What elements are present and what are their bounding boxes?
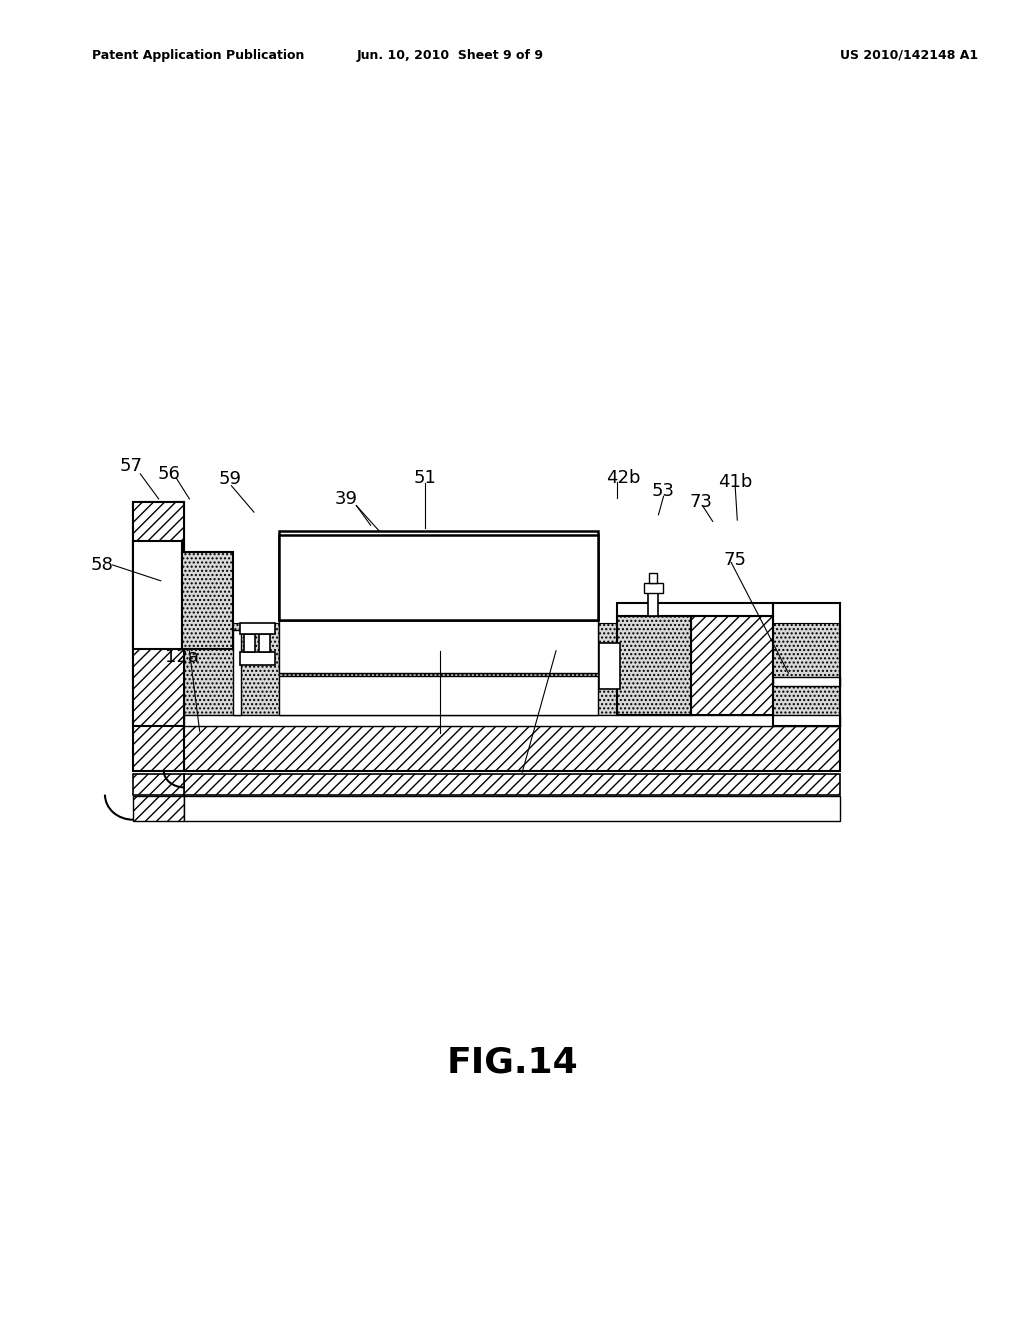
Bar xyxy=(184,796,840,821)
Bar xyxy=(184,774,840,795)
Bar xyxy=(133,796,184,821)
Bar xyxy=(279,554,598,673)
Text: 42b: 42b xyxy=(606,469,641,487)
Bar xyxy=(279,531,598,620)
Text: 41b: 41b xyxy=(718,473,753,491)
Bar xyxy=(691,616,773,715)
Text: 51: 51 xyxy=(414,469,436,487)
Text: 57: 57 xyxy=(120,457,142,475)
Bar xyxy=(279,676,598,715)
Text: 53: 53 xyxy=(652,482,675,500)
Bar xyxy=(182,552,233,649)
Text: Patent Application Publication: Patent Application Publication xyxy=(92,49,304,62)
Bar xyxy=(259,634,270,652)
Bar xyxy=(648,593,658,616)
Text: 58: 58 xyxy=(91,556,114,574)
Bar xyxy=(133,502,184,771)
Bar xyxy=(649,573,657,583)
Text: 73: 73 xyxy=(690,492,713,511)
Text: Jun. 10, 2010  Sheet 9 of 9: Jun. 10, 2010 Sheet 9 of 9 xyxy=(357,49,544,62)
Bar xyxy=(617,603,773,616)
Bar xyxy=(133,541,182,649)
Text: FIG.14: FIG.14 xyxy=(446,1045,578,1080)
Bar xyxy=(279,554,598,673)
Bar xyxy=(133,502,184,726)
Text: 76: 76 xyxy=(544,645,566,664)
Bar xyxy=(599,643,620,689)
Text: 56: 56 xyxy=(158,465,180,483)
Bar xyxy=(184,623,840,715)
Text: 12a: 12a xyxy=(165,648,200,667)
Bar xyxy=(184,715,840,726)
Text: 59: 59 xyxy=(219,470,242,488)
Bar xyxy=(279,535,598,620)
Bar xyxy=(244,634,255,652)
Bar xyxy=(240,623,275,634)
Text: 39: 39 xyxy=(335,490,357,508)
Bar xyxy=(184,726,840,771)
Bar xyxy=(133,774,184,795)
Bar xyxy=(617,616,691,715)
Bar xyxy=(233,630,241,715)
Bar xyxy=(773,677,840,686)
Bar xyxy=(644,583,663,593)
Bar xyxy=(240,652,275,665)
Text: US 2010/142148 A1: US 2010/142148 A1 xyxy=(840,49,978,62)
Text: 19: 19 xyxy=(424,645,446,664)
Text: 75: 75 xyxy=(724,550,746,569)
